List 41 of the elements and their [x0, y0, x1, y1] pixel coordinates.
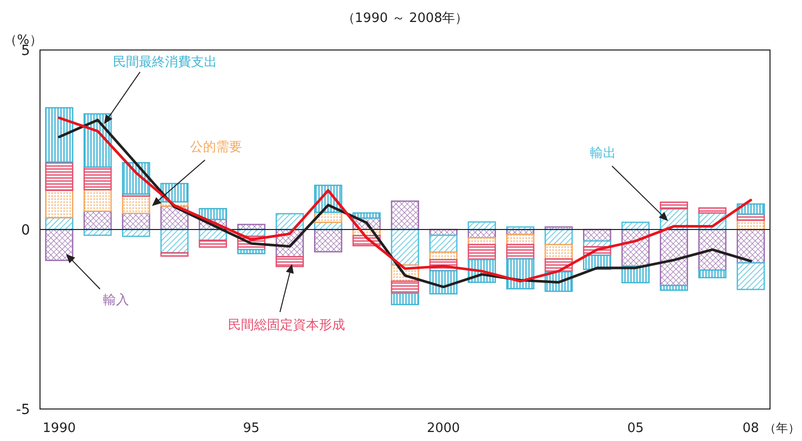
- bar: [237, 248, 266, 254]
- bar: [314, 228, 342, 252]
- bar: [429, 234, 458, 253]
- y-tick-label: 0: [21, 222, 30, 238]
- x-axis-title: （年）: [764, 421, 800, 435]
- x-tick-label: 08: [742, 421, 760, 436]
- bar: [45, 228, 74, 262]
- bar: [198, 208, 227, 220]
- bar: [660, 202, 688, 210]
- x-tick-label: 95: [243, 421, 260, 436]
- bar: [160, 252, 189, 257]
- bar: [276, 256, 304, 268]
- bar: [660, 228, 688, 286]
- x-tick-label: 2000: [426, 421, 460, 436]
- x-tick-label: 05: [627, 421, 644, 436]
- bar: [390, 292, 420, 306]
- chart-title: （1990 ～ 2008年）: [342, 11, 468, 26]
- bar: [84, 189, 112, 212]
- bar: [506, 244, 534, 260]
- x-tick-label: 1990: [42, 421, 76, 436]
- text: 民間最終消費支出: [113, 55, 217, 70]
- bar: [698, 207, 726, 214]
- bar: [390, 200, 420, 230]
- bar: [736, 262, 765, 290]
- bar: [660, 284, 688, 291]
- text: 公的需要: [190, 140, 242, 155]
- text: 輸入: [103, 293, 129, 308]
- text: 民間総固定資本形成: [228, 318, 345, 333]
- bar: [198, 240, 227, 248]
- text: 輸出: [590, 146, 616, 161]
- bar: [390, 228, 420, 266]
- bar: [390, 280, 420, 294]
- bar: [45, 107, 74, 163]
- bar: [544, 244, 573, 260]
- bar: [122, 195, 150, 214]
- bar: [45, 190, 74, 218]
- bar: [698, 269, 726, 278]
- y-tick-label: -5: [16, 402, 30, 418]
- bar: [468, 244, 496, 260]
- bar: [45, 161, 74, 192]
- bar: [84, 166, 112, 190]
